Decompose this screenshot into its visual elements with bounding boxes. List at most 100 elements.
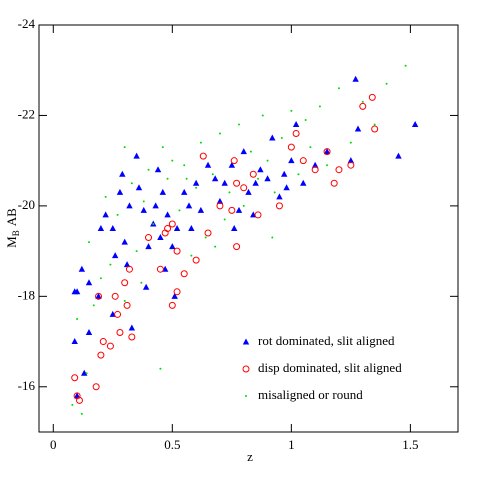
triangle-point (283, 184, 290, 191)
circle-point (371, 125, 379, 133)
dot-point (123, 299, 126, 302)
triangle-point (119, 170, 126, 177)
triangle-point (323, 148, 331, 155)
dot-point (71, 403, 74, 406)
circle-point (359, 102, 367, 110)
triangle-point (354, 125, 362, 132)
triangle-point (300, 179, 307, 186)
circle-point (335, 166, 343, 174)
dot-point (223, 218, 226, 221)
dot-point (80, 412, 83, 415)
triangle-point (140, 206, 147, 213)
dot-point (337, 87, 340, 90)
triangle-point (71, 338, 78, 345)
circle-point (173, 288, 181, 296)
dot-point (266, 159, 269, 162)
dot-point (326, 164, 329, 167)
triangle-point (164, 211, 171, 218)
dot-point (297, 173, 300, 176)
triangle-point (171, 292, 178, 299)
dot-point (135, 250, 138, 253)
triangle-point (173, 225, 181, 231)
triangle-point (133, 152, 140, 159)
triangle-point (126, 202, 133, 209)
dot-point (76, 317, 79, 320)
triangle-point (97, 225, 105, 231)
circle-point (323, 148, 331, 156)
y-tick-label: -20 (18, 197, 35, 212)
triangle-point (281, 170, 288, 177)
x-tick-label: 0 (50, 437, 57, 452)
triangle-point (245, 188, 252, 195)
circle-point (287, 143, 295, 151)
triangle-point (169, 243, 176, 250)
dot-point (373, 123, 376, 126)
dot-point (214, 245, 217, 248)
dot-point (204, 236, 207, 239)
circle-point (111, 292, 119, 300)
dot-point (404, 64, 407, 67)
circle-point (233, 179, 241, 187)
circle-point (180, 270, 188, 278)
dot-point (147, 168, 150, 171)
circle-point (173, 247, 181, 255)
triangle-point (188, 225, 195, 231)
circle-point (233, 243, 241, 251)
y-tick-label: -16 (18, 378, 36, 393)
dot-point (130, 182, 133, 185)
dot-point (104, 195, 107, 198)
triangle-point (269, 134, 276, 141)
triangle-point (181, 188, 188, 195)
dot-point (85, 372, 88, 375)
circle-point (125, 265, 133, 273)
circle-point (204, 229, 212, 237)
triangle-point (152, 202, 159, 209)
triangle-point (154, 166, 162, 173)
dot-point (349, 141, 352, 144)
triangle-point (185, 202, 193, 209)
triangle-point (81, 369, 88, 376)
circle-point (106, 342, 114, 350)
dot-point (271, 236, 274, 239)
circle-point (299, 157, 307, 165)
y-label-main: M (4, 236, 19, 248)
dot-point (178, 209, 181, 212)
triangle-point (231, 225, 238, 231)
dot-point (159, 367, 162, 370)
triangle-point (159, 188, 166, 195)
circle-point (240, 184, 248, 192)
circle-point (121, 279, 129, 287)
dot-point (116, 213, 119, 216)
dot-point (218, 132, 221, 135)
legend-label: rot dominated, slit aligned (258, 333, 395, 348)
circle-point (145, 234, 153, 242)
dot-point (290, 109, 293, 112)
triangle-point (73, 392, 81, 399)
circle-point (168, 220, 176, 228)
plot-frame (38, 24, 459, 433)
dot-point (304, 118, 307, 121)
dot-point (109, 263, 112, 266)
triangle-point (347, 157, 355, 164)
dot-point (280, 137, 283, 140)
dot-point (199, 141, 202, 144)
circle-point (199, 152, 207, 160)
dot-point (87, 241, 90, 244)
triangle-point (292, 120, 300, 127)
triangle-point (395, 152, 402, 159)
triangle-point (276, 193, 283, 200)
dot-point (237, 123, 240, 126)
dot-point (257, 177, 260, 180)
triangle-point (128, 324, 136, 331)
y-tick-label: -24 (18, 16, 36, 31)
circle-point (168, 301, 176, 309)
circle-point (254, 211, 262, 219)
y-axis-label: MB AB (4, 208, 21, 248)
dot-point (249, 150, 252, 153)
circle-point (192, 256, 200, 264)
circle-point (275, 202, 283, 210)
circle-point (99, 338, 107, 346)
circle-point (228, 206, 236, 214)
triangle-point (157, 234, 164, 241)
